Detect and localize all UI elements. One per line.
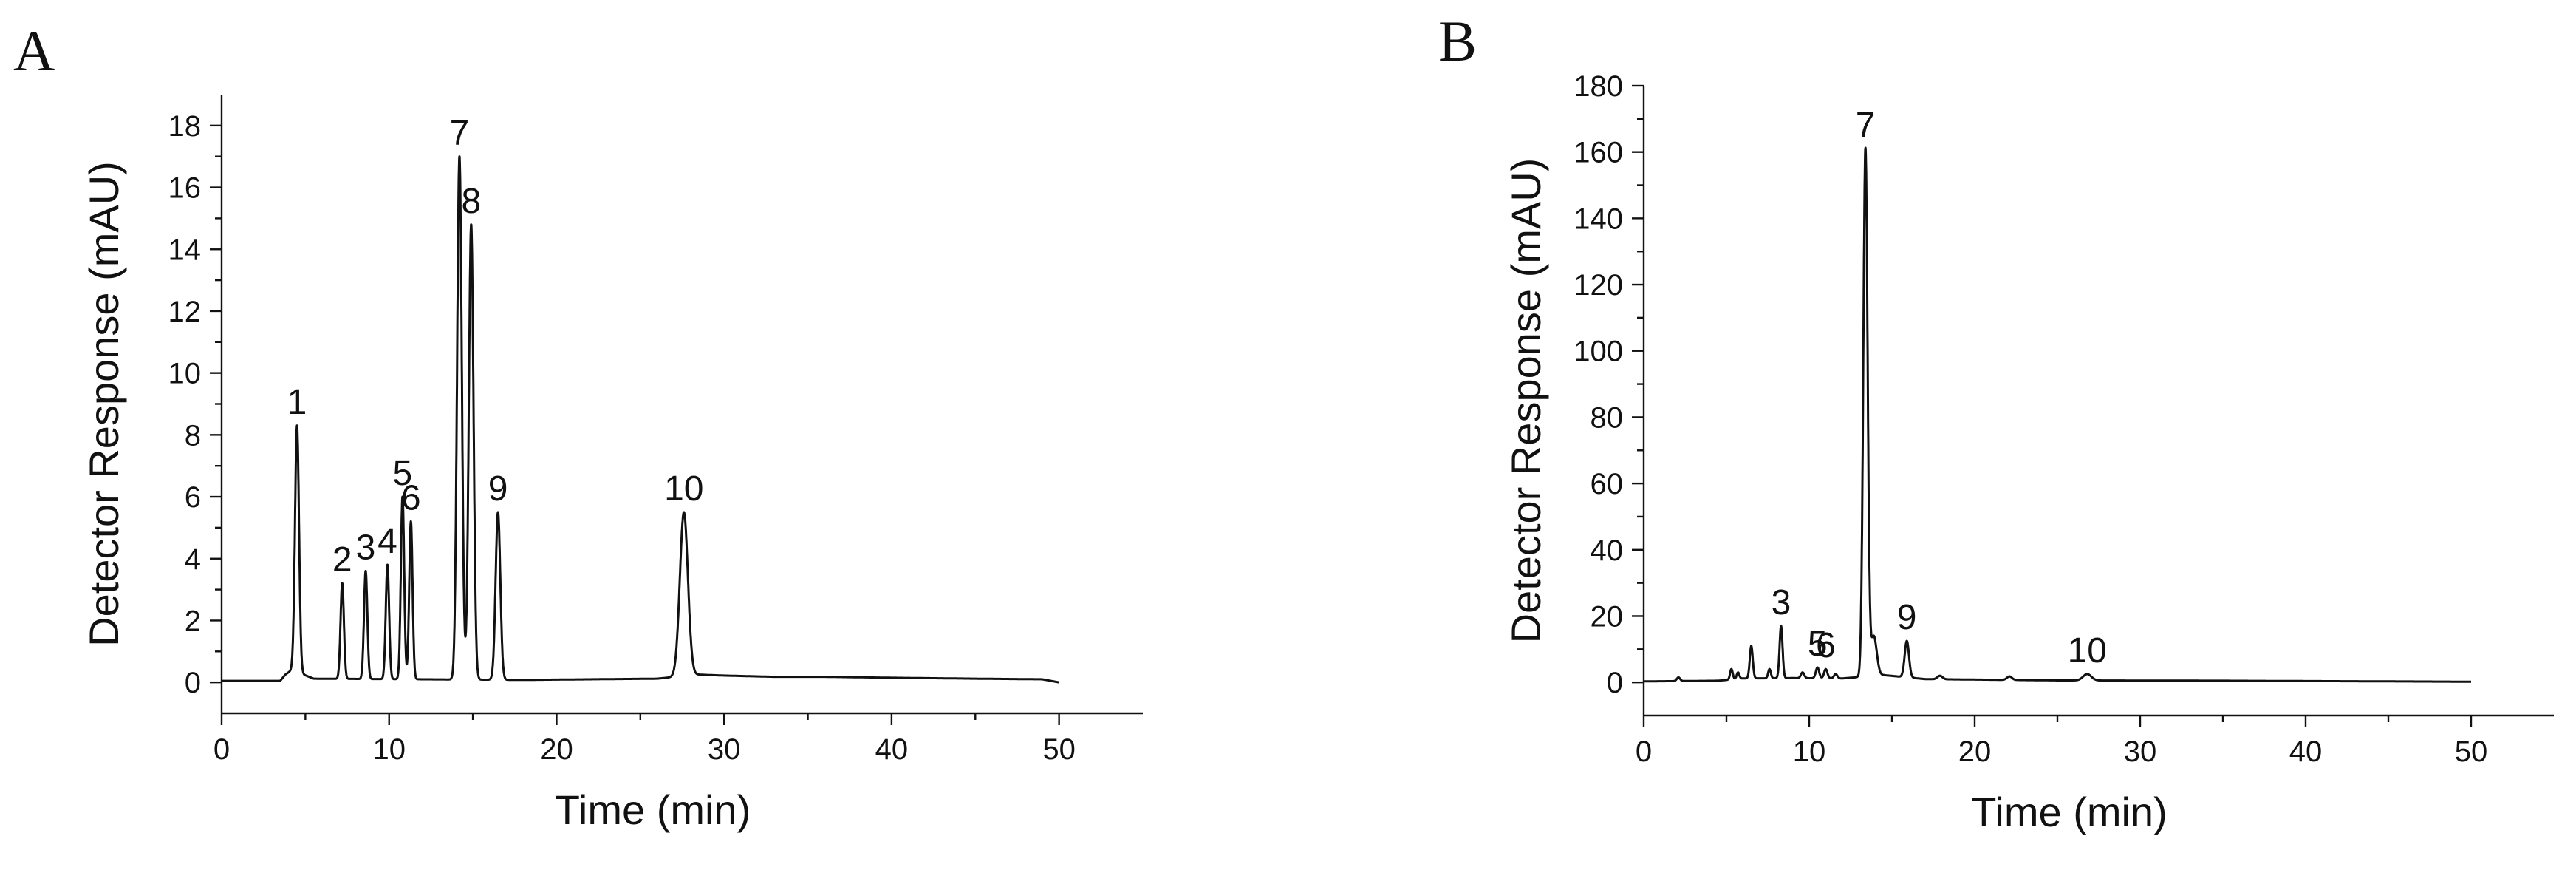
peak-apex-point — [364, 569, 367, 572]
y-tick-label: 12 — [168, 296, 202, 328]
chart-panel-b: B 0 10 20 30 40 50 0 20 40 60 80 100 120 140 160 180 Tim… — [1438, 9, 2554, 835]
peak-apex-point — [1737, 671, 1740, 674]
peak-apex-point — [1780, 625, 1783, 628]
peak-label: 9 — [1897, 598, 1917, 637]
peak-apex-point — [1816, 666, 1819, 669]
x-tick-label: 0 — [213, 733, 230, 766]
peak-apex-point — [470, 223, 473, 226]
peak-label: 5 — [1808, 625, 1828, 664]
peak-label: 6 — [401, 479, 421, 518]
y-tick-label: 6 — [185, 481, 201, 514]
y-tick-label: 60 — [1591, 468, 1624, 500]
x-tick-label: 10 — [372, 733, 406, 766]
peak-apex-point — [401, 495, 404, 498]
y-tick-label: 140 — [1574, 203, 1623, 235]
peak-apex-point — [1801, 671, 1804, 674]
x-tick-label: 30 — [2124, 735, 2157, 768]
peak-apex-point — [409, 520, 412, 523]
x-tick-label: 20 — [540, 733, 573, 766]
y-tick-label: 10 — [168, 358, 202, 390]
peak-label: 1 — [287, 383, 307, 422]
x-axis-title: Time (min) — [555, 786, 751, 833]
y-tick-label: 100 — [1574, 336, 1623, 368]
y-tick-label: 2 — [185, 605, 201, 637]
peak-label: 7 — [1856, 106, 1876, 145]
peak-apex-point — [1834, 673, 1837, 676]
y-tick-label: 180 — [1574, 70, 1623, 103]
chromatogram-trace — [1642, 146, 2473, 683]
y-tick-label: 20 — [1591, 600, 1624, 633]
peak-apex-point — [1750, 645, 1753, 648]
peak-label: 7 — [450, 114, 470, 153]
x-tick-label: 0 — [1636, 735, 1652, 768]
peak-apex-point — [458, 155, 461, 158]
x-tick-label: 10 — [1793, 735, 1826, 768]
peak-label: 10 — [664, 469, 703, 509]
peak-label: 5 — [393, 454, 413, 493]
x-tick-label: 50 — [1042, 733, 1076, 766]
y-tick-label: 0 — [185, 667, 201, 699]
peak-apex-point — [341, 582, 344, 585]
y-tick-label: 14 — [168, 234, 202, 266]
x-tick-label: 20 — [1958, 735, 1992, 768]
peak-apex-point — [1905, 639, 1908, 642]
peak-apex-point — [496, 511, 499, 514]
peak-apex-point — [295, 424, 298, 427]
x-tick-label: 50 — [2455, 735, 2488, 768]
peak-label: 4 — [377, 522, 397, 561]
peak-label: 3 — [1772, 583, 1791, 622]
peak-apex-point — [2008, 675, 2011, 678]
y-tick-label: 16 — [168, 172, 202, 205]
panel-letter-a: A — [13, 18, 55, 83]
y-tick-label: 8 — [185, 419, 201, 452]
x-tick-label: 30 — [708, 733, 741, 766]
peak-apex-point — [1730, 667, 1733, 670]
panel-letter-b: B — [1438, 9, 1477, 73]
peak-apex-point — [683, 511, 686, 514]
peak-label: 6 — [1816, 626, 1836, 665]
y-tick-label: 4 — [185, 543, 201, 576]
x-tick-label: 40 — [2289, 735, 2323, 768]
chromatogram-trace — [220, 155, 1060, 684]
y-axis-title: Detector Response (mAU) — [1503, 158, 1549, 644]
peak-label: 3 — [356, 528, 376, 567]
y-tick-label: 0 — [1607, 667, 1623, 699]
peak-apex-point — [1677, 676, 1680, 679]
peak-apex-point — [1872, 634, 1875, 637]
peak-apex-point — [1824, 667, 1827, 670]
peak-label: 2 — [332, 540, 352, 580]
peak-apex-point — [1864, 147, 1867, 150]
x-axis-title: Time (min) — [1971, 789, 2167, 835]
peak-apex-point — [386, 563, 389, 566]
peak-label: 9 — [488, 469, 508, 509]
y-tick-label: 160 — [1574, 137, 1623, 169]
peak-label: 10 — [2068, 631, 2107, 670]
peak-label: 8 — [461, 182, 481, 221]
y-axis-title: Detector Response (mAU) — [81, 161, 127, 647]
peak-apex-point — [1938, 674, 1941, 677]
peak-apex-point — [2085, 673, 2088, 676]
y-tick-label: 40 — [1591, 534, 1624, 567]
y-tick-label: 80 — [1591, 401, 1624, 434]
y-tick-label: 120 — [1574, 269, 1623, 302]
x-tick-label: 40 — [875, 733, 909, 766]
y-tick-label: 18 — [168, 110, 202, 143]
peak-apex-point — [1768, 667, 1771, 670]
